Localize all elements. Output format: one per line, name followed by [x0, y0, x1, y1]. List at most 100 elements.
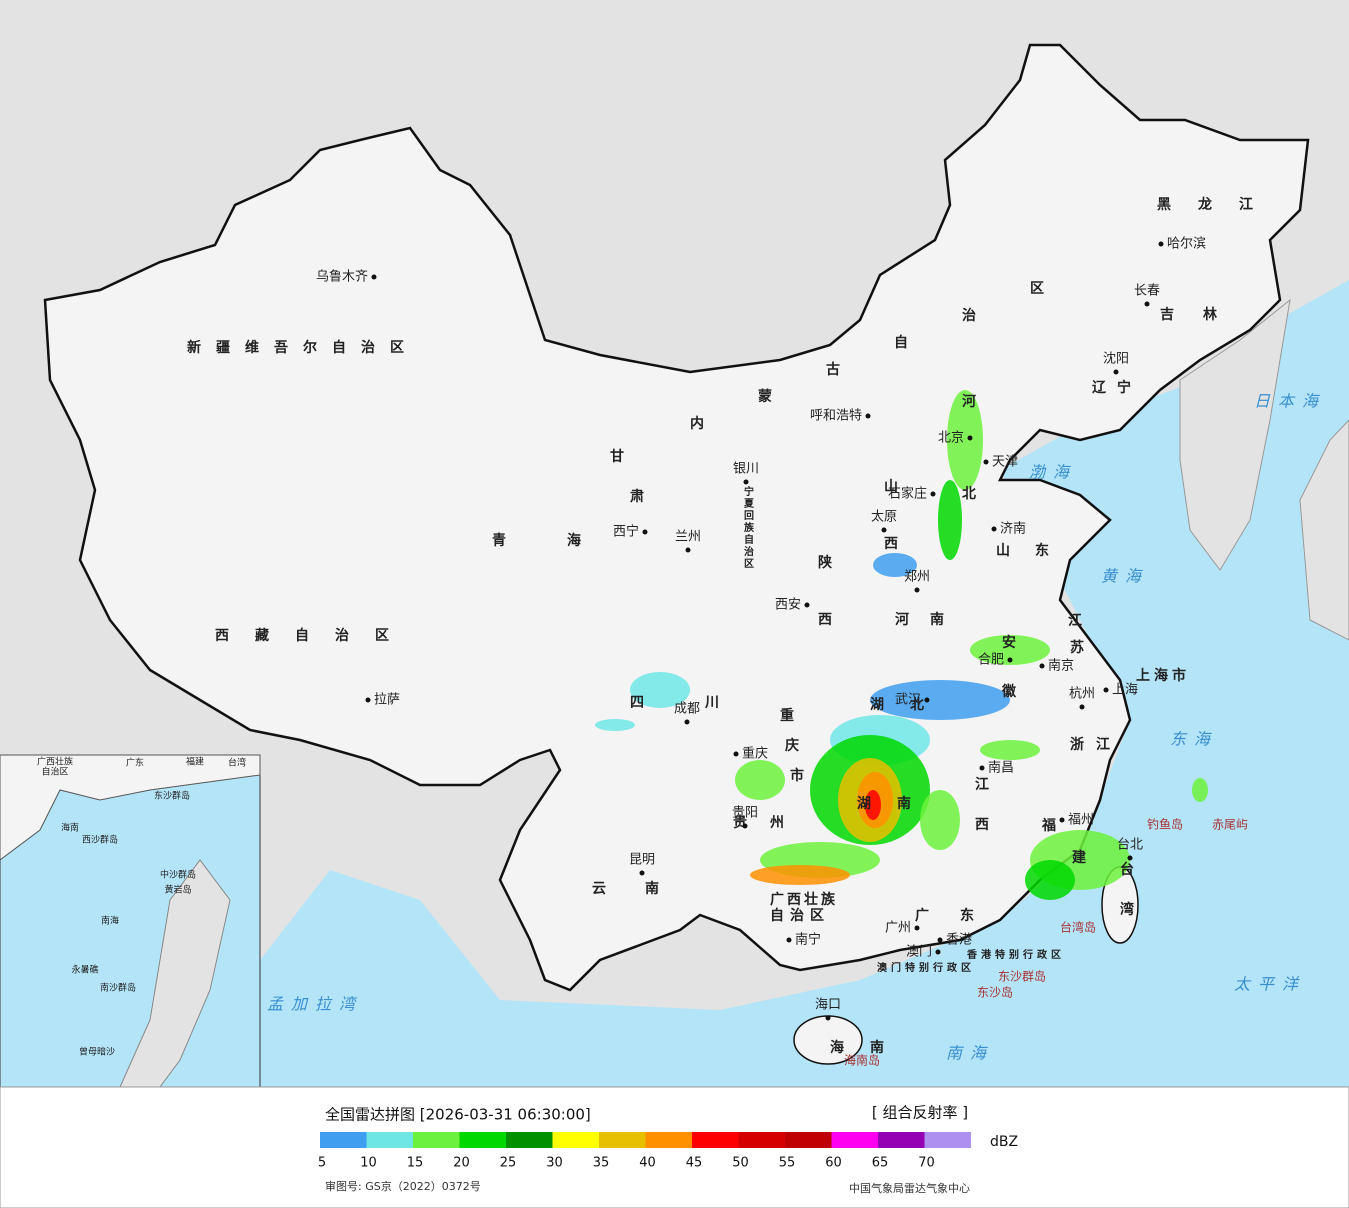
legend-swatch — [831, 1132, 878, 1148]
city-label: 拉萨 — [374, 693, 400, 708]
city-label: 广州 — [885, 921, 911, 936]
legend-swatch — [366, 1132, 413, 1148]
city-dot — [1144, 301, 1150, 307]
legend-swatch — [459, 1132, 506, 1148]
inset-label: 自治区 — [41, 766, 68, 778]
sea-label: 黄海 — [1101, 567, 1149, 586]
radar-echo — [735, 760, 785, 800]
city-label: 南宁 — [795, 932, 821, 948]
city-label: 海口 — [815, 998, 841, 1013]
legend-tick-label: 60 — [825, 1156, 842, 1171]
city-dot — [1039, 663, 1045, 669]
sea-label: 南海 — [946, 1044, 994, 1063]
inset-label: 曾母暗沙 — [79, 1046, 115, 1058]
legend-swatch — [599, 1132, 646, 1148]
legend-tick-label: 55 — [779, 1156, 796, 1171]
legend: 5 10 15 20 25 30 35 40 45 50 55 60 65 70 — [318, 1132, 971, 1171]
inset-label: 南海 — [101, 915, 119, 927]
city-dot — [930, 491, 936, 497]
city-dot — [742, 823, 748, 829]
city-dot — [865, 413, 871, 419]
radar-echo — [947, 390, 983, 490]
legend-swatch — [552, 1132, 599, 1148]
legend-tick-label: 45 — [686, 1156, 703, 1171]
legend-tick-label: 30 — [546, 1156, 563, 1171]
city-dot — [1113, 369, 1119, 375]
province-label: 澳门特别行政区 — [877, 961, 971, 974]
city-dot — [914, 925, 920, 931]
inset-label: 广东 — [126, 757, 144, 769]
city-dot — [991, 526, 997, 532]
legend-unit: dBZ — [990, 1134, 1018, 1150]
japan — [1299, 419, 1349, 641]
city-dot — [1059, 817, 1065, 823]
radar-echo — [920, 790, 960, 850]
city-label: 银川 — [733, 462, 759, 477]
island-label: 海南岛 — [844, 1053, 880, 1068]
province-label: 香港特别行政区 — [967, 948, 1061, 961]
sea-label: 日本海 — [1254, 392, 1326, 411]
city-label: 杭州 — [1069, 687, 1095, 702]
city-label: 重庆 — [742, 746, 768, 762]
inset-label: 西沙群岛 — [82, 834, 118, 846]
city-dot — [642, 529, 648, 535]
radar-echo — [630, 672, 690, 708]
sea-label: 东海 — [1170, 730, 1218, 749]
city-label: 西宁 — [613, 524, 639, 540]
legend-tick-label: 25 — [500, 1156, 517, 1171]
legend-swatch — [692, 1132, 739, 1148]
legend-tick-label: 40 — [639, 1156, 656, 1171]
city-dot — [937, 937, 943, 943]
province-label: 宁夏回族自治区 — [743, 485, 755, 570]
island-label: 赤尾屿 — [1212, 818, 1248, 832]
city-label: 长春 — [1134, 284, 1160, 299]
city-label: 天津 — [992, 455, 1018, 470]
inset-label: 广西壮族 — [37, 756, 73, 768]
inset-label: 海南 — [61, 822, 79, 834]
sea-label: 孟加拉湾 — [267, 995, 363, 1014]
province-label: 上海市 — [1136, 667, 1186, 684]
city-label: 武汉 — [895, 693, 921, 708]
radar-echo — [1192, 778, 1208, 802]
radar-echo — [873, 553, 917, 577]
sea-label: 太平洋 — [1234, 975, 1306, 994]
city-label: 福州 — [1068, 813, 1094, 828]
radar-echo — [980, 740, 1040, 760]
inset-islands-land — [119, 859, 231, 1088]
city-dot — [685, 547, 691, 553]
city-dot — [935, 949, 941, 955]
province-label: 自治区 — [770, 907, 824, 924]
city-label: 香港 — [946, 933, 972, 948]
city-label: 台北 — [1117, 838, 1143, 853]
city-dot — [881, 527, 887, 533]
city-label: 北京 — [938, 431, 964, 446]
city-label: 西安 — [775, 598, 801, 613]
city-dot — [743, 479, 749, 485]
city-label: 济南 — [1000, 521, 1026, 537]
legend-tick-label: 65 — [872, 1156, 889, 1171]
inset-label: 台湾 — [228, 757, 246, 769]
city-label: 成都 — [674, 702, 700, 717]
city-dot — [684, 719, 690, 725]
city-dot — [1158, 241, 1164, 247]
inset-label: 福建 — [186, 756, 204, 768]
island-label: 东沙岛 — [977, 985, 1013, 1000]
island-label: 台湾岛 — [1060, 920, 1096, 935]
approval-number: 审图号: GS京（2022）0372号 — [325, 1179, 481, 1193]
legend-tick-label: 20 — [453, 1156, 470, 1171]
island-label: 东沙群岛 — [998, 969, 1046, 984]
city-label: 太原 — [871, 510, 897, 525]
legend-tick-label: 70 — [918, 1156, 935, 1171]
city-label: 澳门 — [906, 944, 932, 960]
city-label: 呼和浩特 — [810, 409, 862, 424]
inset-label: 东沙群岛 — [154, 790, 190, 802]
legend-swatch — [738, 1132, 785, 1148]
city-dot — [639, 870, 645, 876]
radar-echo — [750, 865, 850, 885]
radar-echo — [1025, 860, 1075, 900]
radar-echo — [595, 719, 635, 731]
legend-swatch — [878, 1132, 925, 1148]
legend-swatch — [924, 1132, 971, 1148]
city-dot — [967, 435, 973, 441]
